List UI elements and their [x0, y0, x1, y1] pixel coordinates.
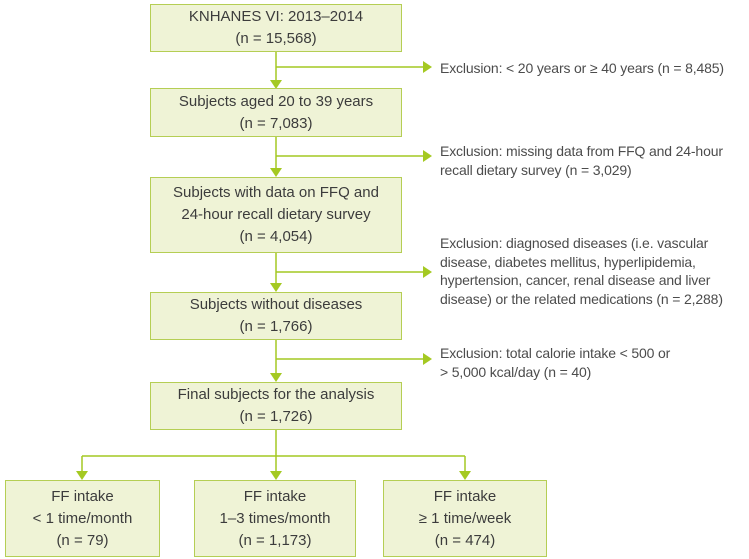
exclusion-age: Exclusion: < 20 years or ≥ 40 years (n =… [440, 59, 724, 78]
box-line: Subjects without diseases [189, 296, 363, 313]
box-subjects-without-diseases: Subjects without diseases (n = 1,766) [150, 292, 402, 340]
box-line: Subjects with data on FFQ and [173, 184, 379, 201]
exclusion-line: recall dietary survey (n = 3,029) [440, 161, 632, 178]
box-line: (n = 1,726) [239, 408, 313, 425]
box-line: < 1 time/month [32, 509, 133, 527]
box-line: 1–3 times/month [219, 509, 331, 527]
exclusion-missing-data: Exclusion: missing data from FFQ and 24-… [440, 142, 723, 179]
exclusion-line: Exclusion: missing data from FFQ and 24-… [440, 143, 723, 159]
box-line: FF intake [243, 487, 307, 505]
box-subjects-ffq-data: Subjects with data on FFQ and 24-hour re… [150, 177, 402, 253]
exclusion-line: Exclusion: < 20 years or ≥ 40 years (n =… [440, 60, 724, 76]
box-ff-intake-high: FF intake ≥ 1 time/week (n = 474) [383, 480, 547, 557]
box-ff-intake-medium: FF intake 1–3 times/month (n = 1,173) [194, 480, 356, 557]
box-line: ≥ 1 time/week [418, 509, 512, 527]
exclusion-line: > 5,000 kcal/day (n = 40) [440, 363, 592, 380]
box-line: Final subjects for the analysis [177, 386, 375, 403]
arrowhead-right-icon [423, 266, 432, 278]
exclusion-calorie-intake: Exclusion: total calorie intake < 500 or… [440, 344, 670, 381]
exclusion-diseases: Exclusion: diagnosed diseases (i.e. vasc… [440, 234, 723, 308]
exclusion-line: disease) or the related medications (n =… [440, 290, 723, 307]
arrowhead-right-icon [423, 353, 432, 365]
box-line: (n = 1,766) [239, 318, 313, 335]
arrowhead-down-icon [459, 471, 471, 480]
box-line: FF intake [433, 487, 497, 505]
arrowhead-right-icon [423, 61, 432, 73]
box-line: (n = 474) [434, 531, 496, 549]
arrowhead-down-icon [270, 373, 282, 382]
box-subjects-aged-20-39: Subjects aged 20 to 39 years (n = 7,083) [150, 88, 402, 137]
exclusion-line: Exclusion: total calorie intake < 500 or [440, 345, 671, 361]
box-line: (n = 15,568) [235, 30, 317, 47]
arrowhead-down-icon [270, 168, 282, 177]
box-line: (n = 79) [56, 531, 109, 549]
exclusion-line: Exclusion: diagnosed diseases (i.e. vasc… [440, 235, 709, 251]
exclusion-line: disease, diabetes mellitus, hyperlipidem… [440, 253, 696, 270]
box-line: (n = 7,083) [239, 114, 313, 132]
arrowhead-down-icon [270, 471, 282, 480]
exclusion-line: hypertension, cancer, renal disease and … [440, 272, 711, 288]
box-final-subjects: Final subjects for the analysis (n = 1,7… [150, 382, 402, 430]
box-line: (n = 4,054) [239, 228, 313, 245]
arrowhead-down-icon [76, 471, 88, 480]
box-knhanes-population: KNHANES VI: 2013–2014 (n = 15,568) [150, 4, 402, 52]
box-line: KNHANES VI: 2013–2014 [188, 8, 364, 25]
box-line: 24-hour recall dietary survey [181, 206, 371, 223]
arrowhead-down-icon [270, 283, 282, 292]
box-line: Subjects aged 20 to 39 years [178, 92, 374, 110]
arrowhead-right-icon [423, 150, 432, 162]
box-line: FF intake [51, 487, 114, 505]
arrowhead-down-icon [270, 80, 282, 89]
box-line: (n = 1,173) [238, 531, 312, 549]
box-ff-intake-low: FF intake < 1 time/month (n = 79) [5, 480, 160, 557]
